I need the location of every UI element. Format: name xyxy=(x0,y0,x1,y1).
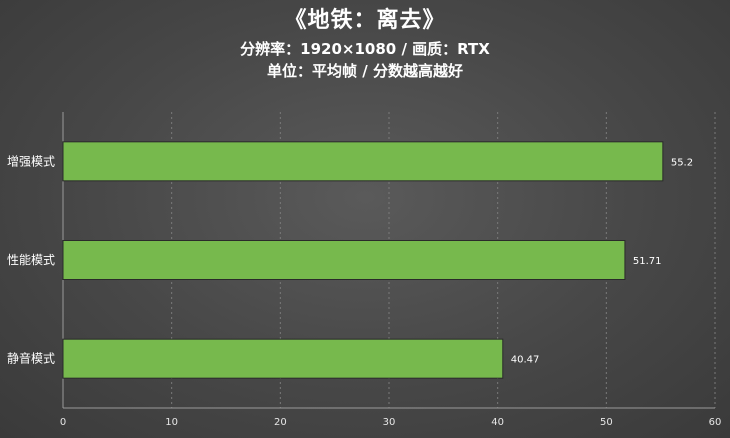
x-tick-label: 40 xyxy=(491,417,504,428)
data-label: 55.2 xyxy=(671,157,693,168)
data-label: 40.47 xyxy=(511,355,540,366)
category-label: 静音模式 xyxy=(7,351,55,366)
data-label: 51.71 xyxy=(633,256,662,267)
bar xyxy=(62,338,504,379)
chart-subtitle-units: 单位：平均帧 / 分数越高越好 xyxy=(267,62,463,80)
category-label: 性能模式 xyxy=(7,253,55,267)
chart-title: 《地铁：离去》 xyxy=(284,8,446,33)
bar xyxy=(62,141,664,182)
x-tick-label: 30 xyxy=(383,417,396,428)
chart-subtitle: 分辨率：1920×1080 / 画质：RTX xyxy=(240,40,490,58)
x-tick-label: 0 xyxy=(60,417,66,428)
chart-titles: 《地铁：离去》 分辨率：1920×1080 / 画质：RTX 单位：平均帧 / … xyxy=(0,6,730,82)
x-tick-label: 10 xyxy=(165,417,178,428)
x-tick-label: 20 xyxy=(274,417,287,428)
category-label: 增强模式 xyxy=(7,154,55,168)
x-tick-label: 60 xyxy=(709,417,722,428)
bar xyxy=(62,240,626,280)
x-tick-label: 50 xyxy=(600,417,613,428)
